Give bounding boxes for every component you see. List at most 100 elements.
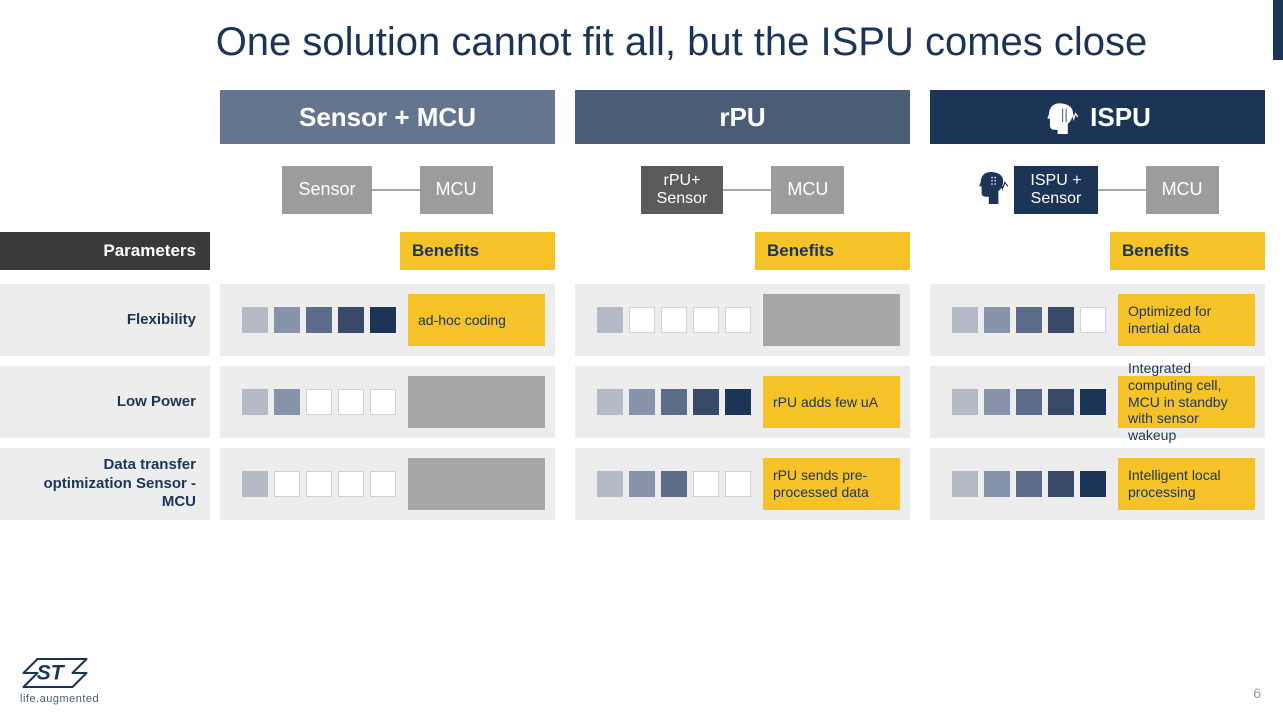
rating-square bbox=[693, 389, 719, 415]
rating-square bbox=[242, 389, 268, 415]
arch-box-mcu: MCU bbox=[1146, 166, 1219, 214]
rating-square bbox=[1016, 307, 1042, 333]
rating-square bbox=[242, 471, 268, 497]
arch-rpu: rPU+ Sensor MCU bbox=[575, 166, 910, 214]
rating-square bbox=[725, 307, 751, 333]
slide-title: One solution cannot fit all, but the ISP… bbox=[0, 0, 1283, 90]
comparison-grid: Sensor + MCU rPU ISPU Sensor MCU rPU+ Se… bbox=[0, 90, 1283, 520]
rating-square bbox=[629, 471, 655, 497]
rating-square bbox=[306, 389, 332, 415]
rating-square bbox=[274, 307, 300, 333]
benefit-text bbox=[763, 294, 900, 346]
row-label: Data transfer optimization Sensor - MCU bbox=[0, 448, 210, 520]
benefit-text bbox=[408, 376, 545, 428]
rating-square bbox=[1016, 471, 1042, 497]
arch-box-ispu-sensor: ISPU + Sensor bbox=[1014, 166, 1097, 214]
rating-square bbox=[661, 307, 687, 333]
data-cell: rPU sends pre-processed data bbox=[575, 448, 910, 520]
rating-squares bbox=[585, 458, 763, 510]
benefit-text: Integrated computing cell, MCU in standb… bbox=[1118, 376, 1255, 428]
column-header-ispu: ISPU bbox=[930, 90, 1265, 144]
rating-square bbox=[725, 471, 751, 497]
benefits-header-1: Benefits bbox=[400, 232, 555, 270]
svg-text:ST: ST bbox=[37, 661, 66, 684]
rating-square bbox=[338, 389, 364, 415]
rating-square bbox=[1080, 307, 1106, 333]
rating-square bbox=[984, 307, 1010, 333]
ispu-head-icon bbox=[1044, 100, 1078, 134]
rating-square bbox=[629, 307, 655, 333]
data-cell bbox=[575, 284, 910, 356]
rating-squares bbox=[585, 294, 763, 346]
rating-square bbox=[984, 389, 1010, 415]
rating-square bbox=[661, 471, 687, 497]
benefit-text: rPU adds few uA bbox=[763, 376, 900, 428]
arch-box-sensor: Sensor bbox=[282, 166, 371, 214]
column-header-rpu: rPU bbox=[575, 90, 910, 144]
data-cell: rPU adds few uA bbox=[575, 366, 910, 438]
benefits-header-3: Benefits bbox=[1110, 232, 1265, 270]
rating-square bbox=[338, 471, 364, 497]
benefit-text bbox=[408, 458, 545, 510]
row-label-text: Low Power bbox=[117, 393, 196, 412]
rating-square bbox=[370, 307, 396, 333]
rating-square bbox=[693, 307, 719, 333]
rating-square bbox=[370, 389, 396, 415]
st-logo: ST life.augmented bbox=[20, 655, 99, 705]
arch-connector bbox=[723, 189, 771, 191]
accent-bar bbox=[1273, 0, 1283, 60]
rating-square bbox=[306, 307, 332, 333]
rating-squares bbox=[230, 376, 408, 428]
data-cell: Integrated computing cell, MCU in standb… bbox=[930, 366, 1265, 438]
rating-square bbox=[693, 471, 719, 497]
rating-square bbox=[1048, 307, 1074, 333]
rating-square bbox=[597, 389, 623, 415]
rating-square bbox=[597, 471, 623, 497]
rating-square bbox=[306, 471, 332, 497]
arch-sensor-mcu: Sensor MCU bbox=[220, 166, 555, 214]
rating-square bbox=[597, 307, 623, 333]
data-cell bbox=[220, 366, 555, 438]
rating-square bbox=[952, 471, 978, 497]
row-label: Flexibility bbox=[0, 284, 210, 356]
data-cell bbox=[220, 448, 555, 520]
parameters-header: Parameters bbox=[0, 232, 210, 270]
rating-square bbox=[370, 471, 396, 497]
rating-squares bbox=[585, 376, 763, 428]
rating-square bbox=[952, 389, 978, 415]
arch-box-mcu: MCU bbox=[420, 166, 493, 214]
rating-squares bbox=[940, 376, 1118, 428]
data-cell: Optimized for inertial data bbox=[930, 284, 1265, 356]
rating-square bbox=[629, 389, 655, 415]
column-header-ispu-label: ISPU bbox=[1090, 102, 1151, 133]
arch-box-mcu: MCU bbox=[771, 166, 844, 214]
rating-square bbox=[1080, 389, 1106, 415]
ispu-arch-icon bbox=[976, 168, 1008, 213]
rating-square bbox=[274, 389, 300, 415]
rating-square bbox=[1048, 471, 1074, 497]
rating-square bbox=[1016, 389, 1042, 415]
rating-squares bbox=[230, 458, 408, 510]
arch-box-rpu-sensor: rPU+ Sensor bbox=[641, 166, 724, 214]
benefits-header-2: Benefits bbox=[755, 232, 910, 270]
rating-square bbox=[661, 389, 687, 415]
arch-connector bbox=[1098, 189, 1146, 191]
rating-square bbox=[725, 389, 751, 415]
row-label: Low Power bbox=[0, 366, 210, 438]
benefit-text: Intelligent local processing bbox=[1118, 458, 1255, 510]
column-header-sensor-mcu: Sensor + MCU bbox=[220, 90, 555, 144]
rating-square bbox=[1048, 389, 1074, 415]
rating-square bbox=[338, 307, 364, 333]
data-cell: Intelligent local processing bbox=[930, 448, 1265, 520]
rating-square bbox=[984, 471, 1010, 497]
benefit-text: Optimized for inertial data bbox=[1118, 294, 1255, 346]
row-label-text: Data transfer optimization Sensor - MCU bbox=[14, 456, 196, 512]
rating-square bbox=[952, 307, 978, 333]
rating-square bbox=[274, 471, 300, 497]
arch-ispu: ISPU + Sensor MCU bbox=[930, 166, 1265, 214]
rating-squares bbox=[940, 294, 1118, 346]
benefit-text: rPU sends pre-processed data bbox=[763, 458, 900, 510]
benefit-text: ad-hoc coding bbox=[408, 294, 545, 346]
data-cell: ad-hoc coding bbox=[220, 284, 555, 356]
rating-square bbox=[1080, 471, 1106, 497]
